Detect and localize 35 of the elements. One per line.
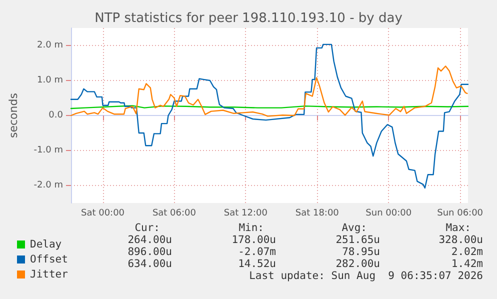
- text: 14.52u: [238, 258, 276, 270]
- text: 328.00u: [438, 234, 483, 246]
- legend-label: Offset: [30, 254, 68, 266]
- y-tick-label: 2.0 m: [37, 40, 63, 50]
- text: 896.00u: [128, 246, 172, 258]
- x-tick-label: Sat 12:00: [224, 208, 268, 218]
- legend-label: Jitter: [30, 268, 68, 280]
- text: 178.00u: [232, 234, 276, 246]
- text: Cur:: [134, 222, 160, 234]
- text: 634.00u: [128, 258, 172, 270]
- line-series: [70, 66, 468, 117]
- text: Avg:: [342, 222, 367, 234]
- text: 264.00u: [128, 234, 172, 246]
- legend-label: Delay: [30, 238, 62, 250]
- text: 2.02m: [451, 246, 483, 258]
- x-tick-label: Sat 00:00: [80, 208, 125, 218]
- x-tick-label: Sat 18:00: [295, 208, 340, 218]
- y-tick-label: 1.0 m: [37, 76, 63, 86]
- y-tick-label: 0.0: [48, 110, 64, 120]
- y-tick-label: -1.0 m: [34, 146, 63, 156]
- text: Last update: Sun Aug 9 06:35:07 2026: [249, 270, 483, 282]
- text: Min:: [238, 222, 264, 234]
- x-tick-label: Sun 00:00: [366, 208, 412, 218]
- line-series: [70, 44, 469, 189]
- text: 251.65u: [336, 234, 380, 246]
- text: Max:: [446, 222, 471, 234]
- x-tick-label: Sat 06:00: [152, 208, 196, 218]
- chart-title: NTP statistics for peer 198.110.193.10 - by day: [94, 11, 403, 26]
- x-tick-label: Sun 06:00: [437, 208, 484, 218]
- y-tick-label: -2.0 m: [34, 180, 63, 190]
- text: 1.42m: [451, 258, 483, 270]
- text: 282.00u: [336, 258, 380, 270]
- text: 78.95u: [342, 246, 380, 258]
- y-axis-title: seconds: [7, 92, 20, 138]
- text: -2.07m: [238, 246, 276, 258]
